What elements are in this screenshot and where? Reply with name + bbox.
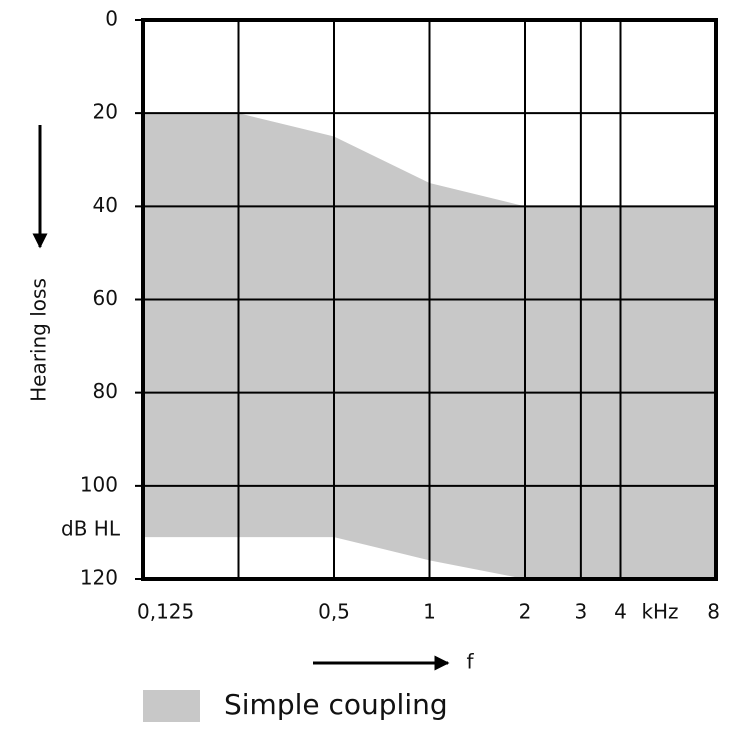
- y-tick-label: 0: [105, 7, 118, 31]
- x-tick-label: 0,125: [137, 600, 194, 624]
- y-tick-label: 20: [93, 100, 118, 124]
- y-tick-label: 100: [80, 472, 118, 496]
- y-tick-label: 40: [93, 193, 118, 217]
- y-tick-label: 80: [93, 379, 118, 403]
- legend-label: Simple coupling: [224, 688, 448, 721]
- plot-area: [135, 18, 718, 581]
- x-tick-label: 1: [423, 600, 436, 624]
- y-axis-label: Hearing loss: [27, 278, 51, 402]
- x-tick-label: 4: [614, 600, 627, 624]
- legend-swatch: [143, 690, 200, 722]
- x-axis-label: f: [466, 650, 474, 674]
- x-tick-label: 2: [519, 600, 532, 624]
- y-tick-label: 60: [93, 286, 118, 310]
- x-unit: kHz: [641, 600, 678, 624]
- x-tick-label: 0,5: [318, 600, 350, 624]
- y-tick-label: 120: [80, 566, 118, 590]
- x-tick-label: 8: [707, 600, 720, 624]
- x-tick-label: 3: [574, 600, 587, 624]
- y-unit: dB HL: [61, 517, 121, 541]
- plot-frame: [141, 18, 718, 581]
